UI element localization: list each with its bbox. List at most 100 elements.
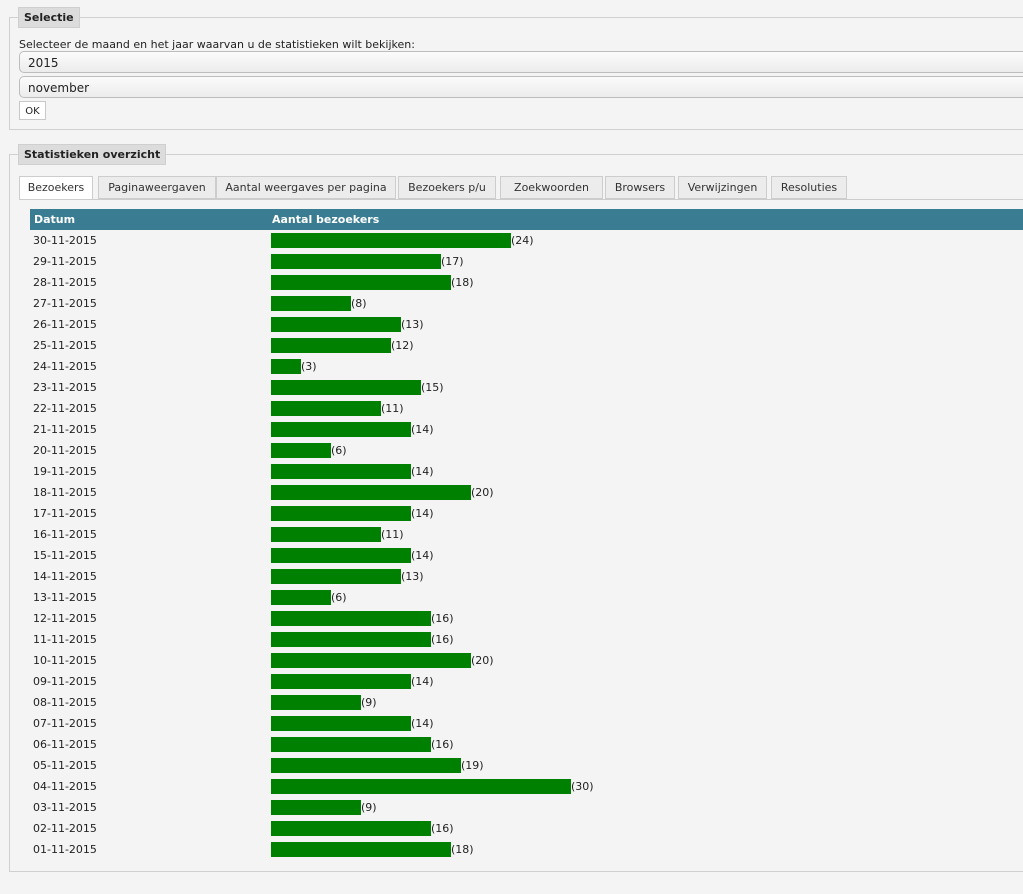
row-date: 18-11-2015 (33, 486, 97, 499)
table-row: 18-11-2015 (20) (30, 482, 1023, 503)
visitor-count-label: (9) (361, 696, 377, 709)
visitor-count-label: (15) (421, 381, 444, 394)
table-row: 16-11-2015 (11) (30, 524, 1023, 545)
visitor-count-label: (14) (411, 675, 434, 688)
row-date: 16-11-2015 (33, 528, 97, 541)
visitor-bar (271, 842, 451, 857)
visitor-count-label: (6) (331, 444, 347, 457)
table-row: 25-11-2015 (12) (30, 335, 1023, 356)
table-row: 28-11-2015 (18) (30, 272, 1023, 293)
row-date: 01-11-2015 (33, 843, 97, 856)
visitor-count-label: (11) (381, 528, 404, 541)
tab-bezoekers-pu[interactable]: Bezoekers p/u (398, 176, 496, 199)
ok-button[interactable]: OK (19, 101, 46, 120)
visitor-bar (271, 548, 411, 563)
visitor-bar (271, 590, 331, 605)
row-date: 11-11-2015 (33, 633, 97, 646)
table-row: 12-11-2015 (16) (30, 608, 1023, 629)
visitor-count-label: (14) (411, 423, 434, 436)
row-date: 06-11-2015 (33, 738, 97, 751)
table-row: 03-11-2015 (9) (30, 797, 1023, 818)
row-date: 28-11-2015 (33, 276, 97, 289)
visitor-count-label: (20) (471, 654, 494, 667)
row-date: 30-11-2015 (33, 234, 97, 247)
row-date: 07-11-2015 (33, 717, 97, 730)
tab-verwijzingen[interactable]: Verwijzingen (678, 176, 767, 199)
visitor-count-label: (18) (451, 843, 474, 856)
row-date: 24-11-2015 (33, 360, 97, 373)
year-select[interactable]: 2015 (19, 51, 1023, 73)
row-date: 23-11-2015 (33, 381, 97, 394)
visitor-bar (271, 611, 431, 626)
visitor-bar (271, 821, 431, 836)
table-row: 13-11-2015 (6) (30, 587, 1023, 608)
visitor-count-label: (16) (431, 612, 454, 625)
table-row: 19-11-2015 (14) (30, 461, 1023, 482)
tab-browsers[interactable]: Browsers (605, 176, 675, 199)
visitor-count-label: (3) (301, 360, 317, 373)
visitor-count-label: (19) (461, 759, 484, 772)
visitor-count-label: (14) (411, 717, 434, 730)
table-row: 26-11-2015 (13) (30, 314, 1023, 335)
visitor-bar (271, 401, 381, 416)
visitor-bar (271, 758, 461, 773)
table-row: 29-11-2015 (17) (30, 251, 1023, 272)
month-select[interactable]: november (19, 76, 1023, 98)
row-date: 10-11-2015 (33, 654, 97, 667)
tab-paginaweergaven[interactable]: Paginaweergaven (98, 176, 216, 199)
table-row: 21-11-2015 (14) (30, 419, 1023, 440)
row-date: 14-11-2015 (33, 570, 97, 583)
visitor-count-label: (6) (331, 591, 347, 604)
row-date: 04-11-2015 (33, 780, 97, 793)
visitor-count-label: (11) (381, 402, 404, 415)
visitor-count-label: (9) (361, 801, 377, 814)
visitor-bar (271, 632, 431, 647)
row-date: 19-11-2015 (33, 465, 97, 478)
row-date: 25-11-2015 (33, 339, 97, 352)
table-row: 09-11-2015 (14) (30, 671, 1023, 692)
row-date: 05-11-2015 (33, 759, 97, 772)
table-row: 01-11-2015 (18) (30, 839, 1023, 860)
table-row: 20-11-2015 (6) (30, 440, 1023, 461)
visitor-bar (271, 338, 391, 353)
table-row: 17-11-2015 (14) (30, 503, 1023, 524)
table-row: 22-11-2015 (11) (30, 398, 1023, 419)
table-row: 27-11-2015 (8) (30, 293, 1023, 314)
visitor-bar (271, 800, 361, 815)
row-date: 02-11-2015 (33, 822, 97, 835)
visitor-bar (271, 464, 411, 479)
visitor-bar (271, 716, 411, 731)
tab-resoluties[interactable]: Resoluties (771, 176, 847, 199)
column-header-datum: Datum (34, 213, 76, 226)
visitor-count-label: (16) (431, 822, 454, 835)
row-date: 08-11-2015 (33, 696, 97, 709)
visitor-count-label: (8) (351, 297, 367, 310)
table-row: 14-11-2015 (13) (30, 566, 1023, 587)
table-row: 06-11-2015 (16) (30, 734, 1023, 755)
visitor-bar (271, 506, 411, 521)
table-row: 15-11-2015 (14) (30, 545, 1023, 566)
visitor-count-label: (14) (411, 465, 434, 478)
visitor-count-label: (16) (431, 738, 454, 751)
table-row: 04-11-2015 (30) (30, 776, 1023, 797)
visitor-bar (271, 569, 401, 584)
visitor-bar (271, 443, 331, 458)
visitor-count-label: (13) (401, 570, 424, 583)
visitor-bar (271, 380, 421, 395)
tab-bezoekers[interactable]: Bezoekers (19, 176, 93, 200)
visitor-bar (271, 422, 411, 437)
tab-zoekwoorden[interactable]: Zoekwoorden (500, 176, 603, 199)
visitor-bar (271, 527, 381, 542)
row-date: 12-11-2015 (33, 612, 97, 625)
row-date: 17-11-2015 (33, 507, 97, 520)
visitor-count-label: (20) (471, 486, 494, 499)
visitor-bar (271, 296, 351, 311)
row-date: 21-11-2015 (33, 423, 97, 436)
visitor-bar (271, 737, 431, 752)
visitor-bar (271, 779, 571, 794)
overview-legend: Statistieken overzicht (18, 144, 167, 165)
tab-aantal-weergaves-per-pagina[interactable]: Aantal weergaves per pagina (216, 176, 396, 199)
visitor-bar (271, 695, 361, 710)
table-row: 24-11-2015 (3) (30, 356, 1023, 377)
row-date: 26-11-2015 (33, 318, 97, 331)
